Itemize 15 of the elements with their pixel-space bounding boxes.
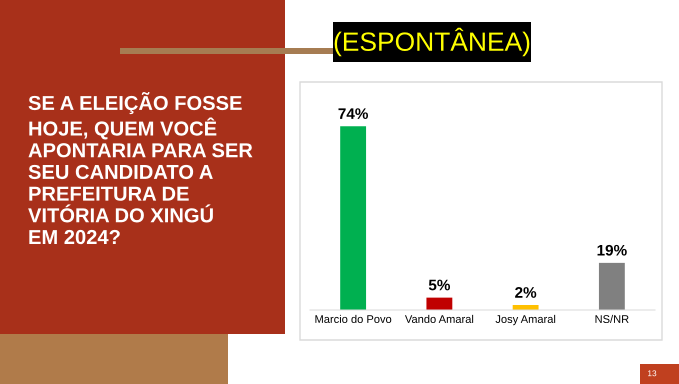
bar xyxy=(598,262,625,310)
data-label: 2% xyxy=(515,287,536,298)
x-tick-label: NS/NR xyxy=(596,314,629,324)
text: 13 xyxy=(648,370,656,376)
bar xyxy=(426,298,452,310)
data-label: 74% xyxy=(338,108,368,120)
bar xyxy=(340,126,366,310)
bar xyxy=(512,305,539,310)
x-tick-label: Josy Amaral xyxy=(496,314,556,326)
x-tick-label: Marcio do Povo xyxy=(315,314,392,324)
x-tick-label: Vando Amaral xyxy=(404,314,474,324)
data-label: 19% xyxy=(598,244,627,256)
chart-title: (ESPONTÂNEA) xyxy=(334,28,530,56)
data-label: 5% xyxy=(428,280,450,290)
text: SE A ELEIÇÃO FOSSE HOJE, QUEM VOCÊ APONTARIA PARA SER SEU CANDIDATO A PREFEITURA DE VITÓRIA DO XINGÚ EM 2024? xyxy=(28,92,252,244)
